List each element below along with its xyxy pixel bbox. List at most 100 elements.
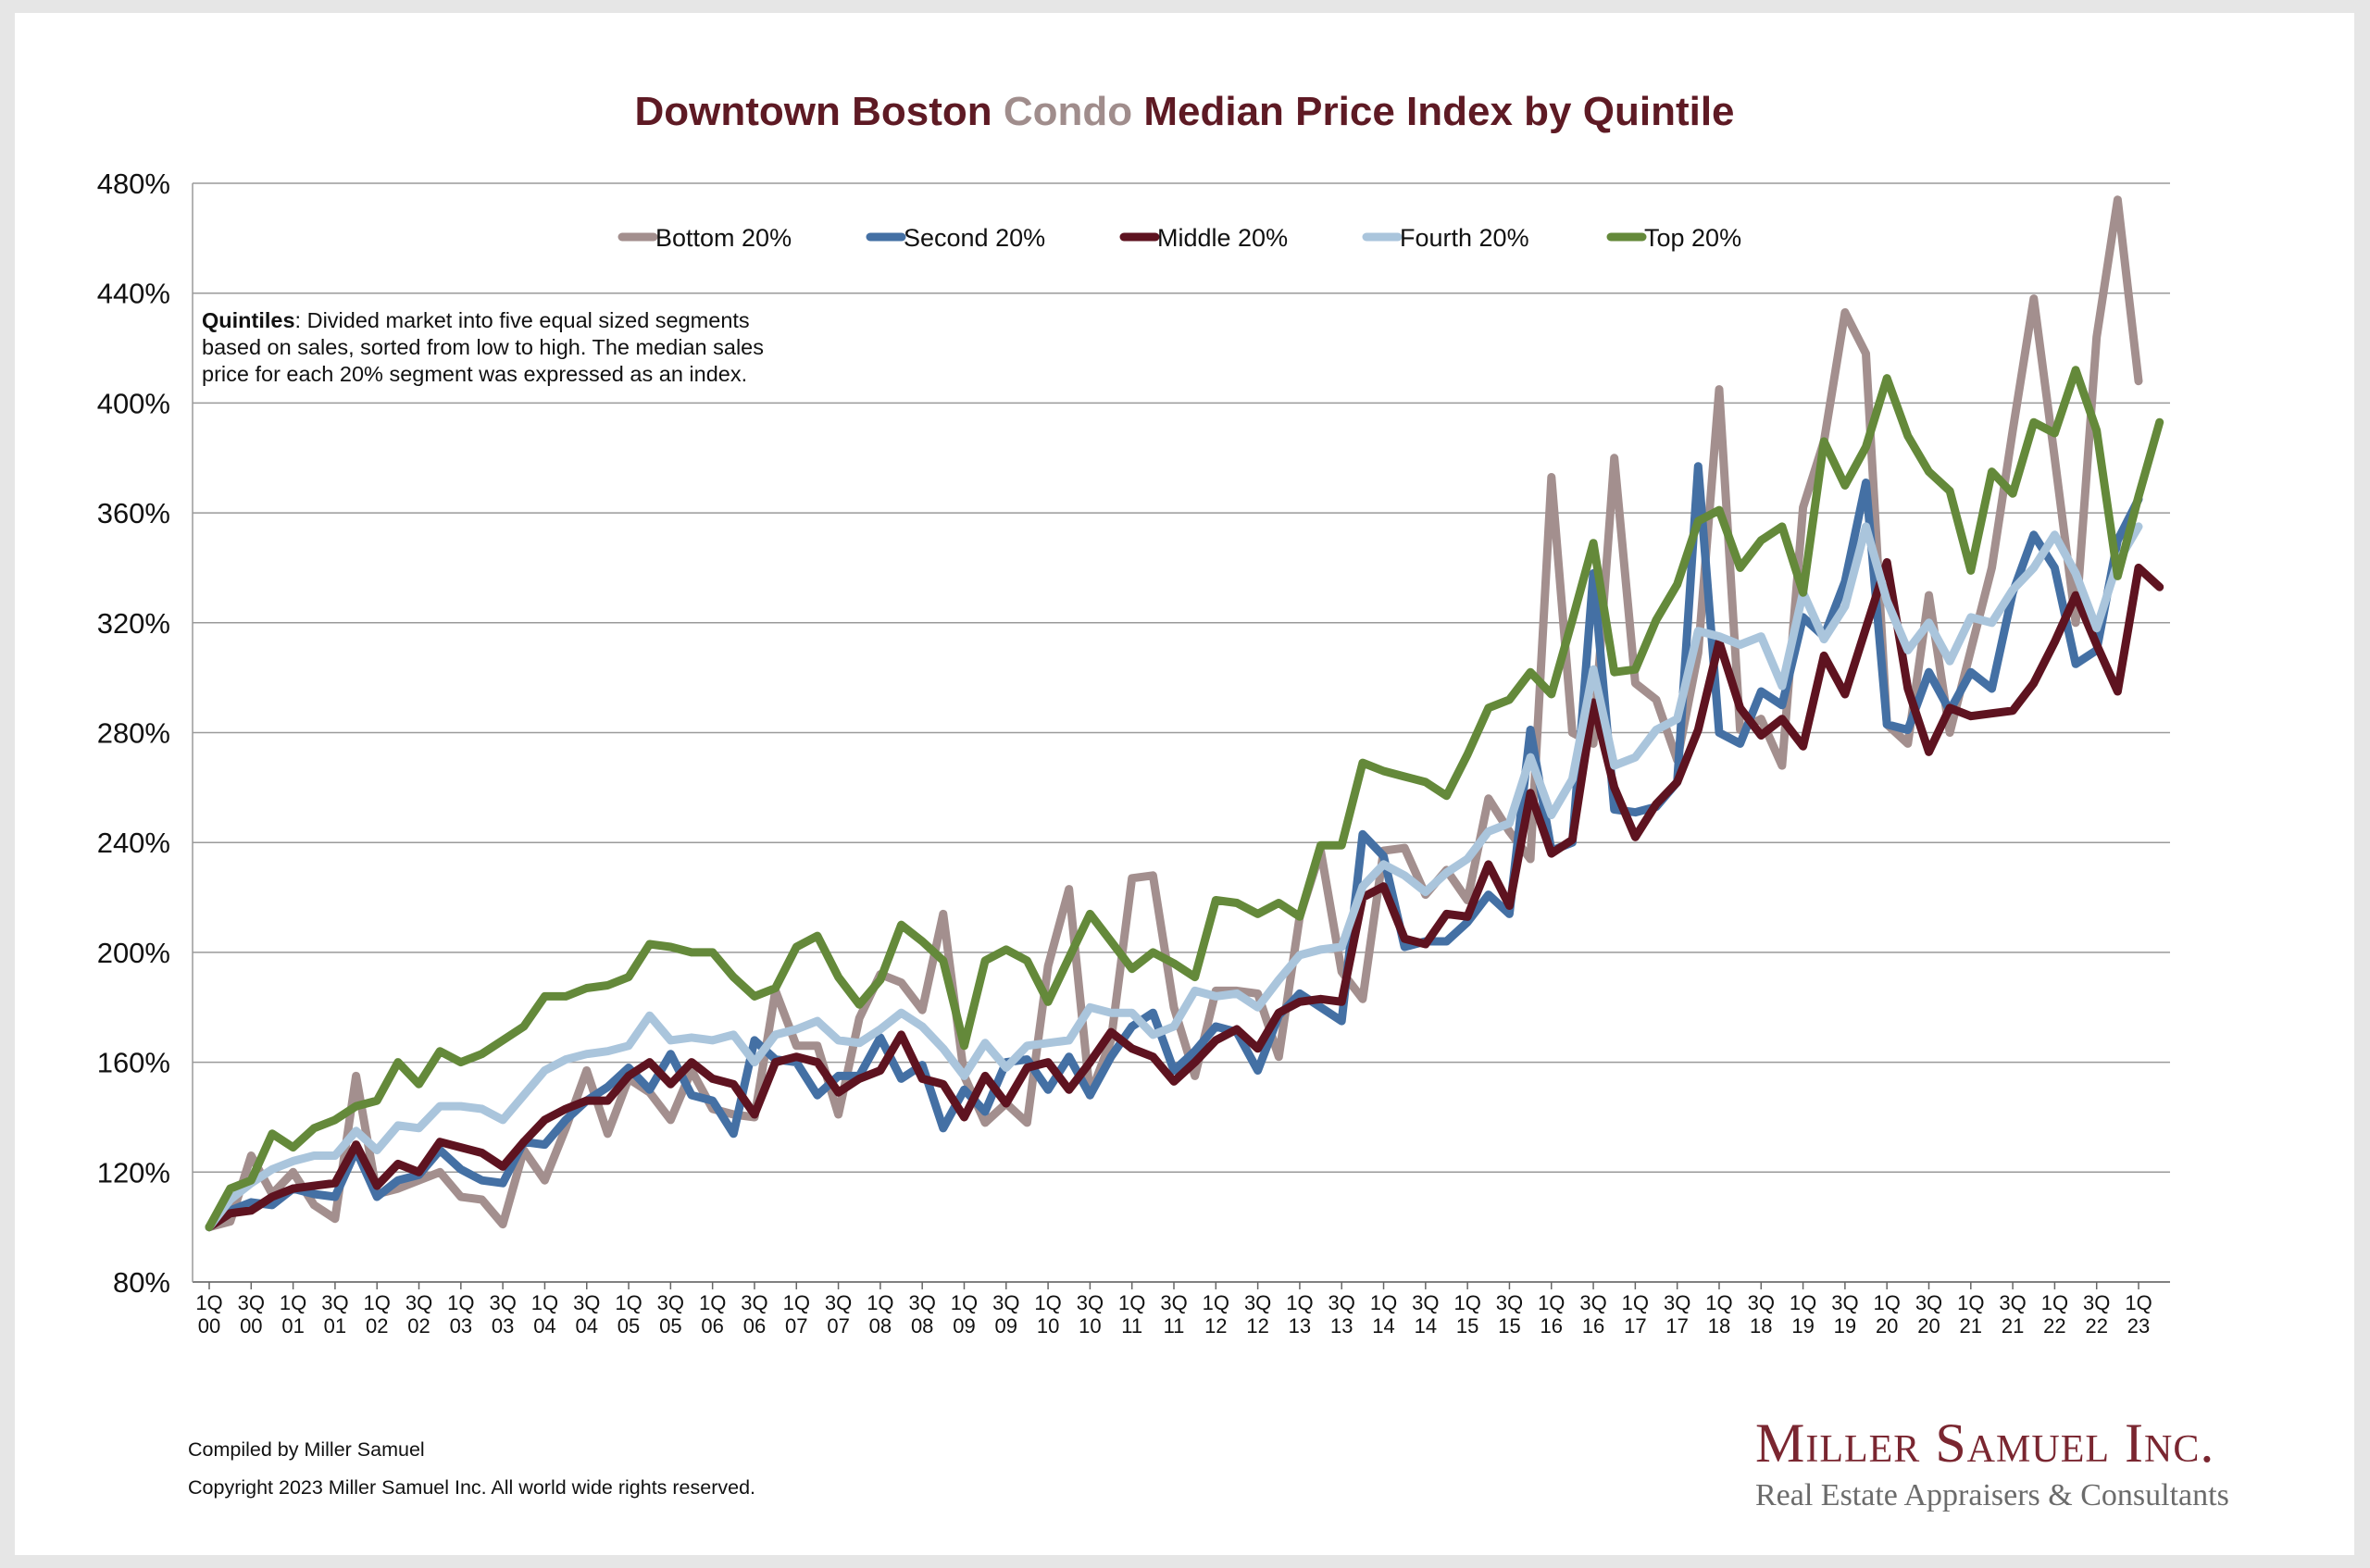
x-tick-label: 1Q xyxy=(280,1291,306,1314)
x-tick-label-year: 13 xyxy=(1289,1314,1311,1338)
x-tick-label-year: 18 xyxy=(1708,1314,1730,1338)
y-tick-label: 400% xyxy=(97,387,170,419)
y-tick-label: 240% xyxy=(97,827,170,859)
x-tick-label: 1Q xyxy=(2125,1291,2152,1314)
x-tick-label-year: 16 xyxy=(1582,1314,1604,1338)
x-tick-label: 3Q xyxy=(489,1291,516,1314)
x-tick-label-year: 03 xyxy=(492,1314,514,1338)
x-tick-label: 1Q xyxy=(1034,1291,1061,1314)
series-line-top-20 xyxy=(205,366,2164,1232)
x-tick-label: 3Q xyxy=(2083,1291,2110,1314)
x-tick-label: 1Q xyxy=(1118,1291,1145,1314)
legend-label: Middle 20% xyxy=(1157,224,1288,252)
x-tick-label: 3Q xyxy=(573,1291,600,1314)
x-tick-label: 3Q xyxy=(909,1291,936,1314)
x-tick-label-year: 14 xyxy=(1415,1314,1437,1338)
note-text: : Divided market into five equal sized s… xyxy=(202,308,764,386)
x-tick-label: 3Q xyxy=(825,1291,852,1314)
x-tick-label-year: 09 xyxy=(995,1314,1017,1338)
x-tick-label-year: 21 xyxy=(1960,1314,1982,1338)
x-tick-label: 3Q xyxy=(405,1291,432,1314)
x-tick-label-year: 16 xyxy=(1540,1314,1563,1338)
x-tick-label: 1Q xyxy=(1705,1291,1732,1314)
x-tick-label: 3Q xyxy=(1244,1291,1271,1314)
x-tick-label: 1Q xyxy=(1538,1291,1565,1314)
x-tick-label-year: 05 xyxy=(659,1314,681,1338)
x-tick-label-year: 23 xyxy=(2127,1314,2150,1338)
x-tick-label: 3Q xyxy=(1077,1291,1104,1314)
x-tick-label: 1Q xyxy=(783,1291,810,1314)
x-tick-label-year: 11 xyxy=(1164,1314,1185,1338)
logo-name: Miller Samuel Inc. xyxy=(1755,1412,2215,1474)
title-part-2: Condo xyxy=(1003,89,1133,134)
x-tick-label: 1Q xyxy=(2041,1291,2068,1314)
x-tick-label: 3Q xyxy=(1915,1291,1942,1314)
x-tick-label-year: 00 xyxy=(240,1314,262,1338)
x-tick-label: 3Q xyxy=(1579,1291,1606,1314)
x-tick-label-year: 01 xyxy=(281,1314,304,1338)
chart-frame: Downtown Boston Condo Median Price Index… xyxy=(15,13,2354,1555)
x-tick-label-year: 04 xyxy=(576,1314,598,1338)
x-tick-label: 3Q xyxy=(1160,1291,1187,1314)
x-tick-label: 1Q xyxy=(1453,1291,1480,1314)
x-tick-label: 1Q xyxy=(867,1291,893,1314)
x-tick-label: 1Q xyxy=(195,1291,222,1314)
x-tick-label: 1Q xyxy=(951,1291,978,1314)
y-tick-label: 280% xyxy=(97,717,170,750)
y-tick-label: 80% xyxy=(113,1266,170,1299)
x-tick-label-year: 10 xyxy=(1079,1314,1101,1338)
copyright: Copyright 2023 Miller Samuel Inc. All wo… xyxy=(188,1476,756,1499)
x-tick-label: 3Q xyxy=(1328,1291,1355,1314)
x-tick-label: 3Q xyxy=(1412,1291,1439,1314)
x-tick-label: 1Q xyxy=(447,1291,474,1314)
x-tick-label: 1Q xyxy=(531,1291,558,1314)
x-tick-label: 3Q xyxy=(1831,1291,1858,1314)
x-tick-label: 1Q xyxy=(1957,1291,1984,1314)
x-tick-label: 3Q xyxy=(992,1291,1019,1314)
x-tick-label: 1Q xyxy=(1790,1291,1816,1314)
x-tick-label: 1Q xyxy=(1286,1291,1313,1314)
x-tick-label: 1Q xyxy=(364,1291,391,1314)
x-tick-label-year: 02 xyxy=(407,1314,430,1338)
x-tick-label: 3Q xyxy=(1664,1291,1690,1314)
x-tick-label-year: 21 xyxy=(2002,1314,2024,1338)
y-tick-label: 320% xyxy=(97,607,170,640)
x-tick-label-year: 12 xyxy=(1246,1314,1268,1338)
title-part-1: Downtown Boston xyxy=(634,89,1004,134)
series-line-fourth-20 xyxy=(205,522,2143,1232)
x-tick-label-year: 22 xyxy=(2085,1314,2107,1338)
x-tick-label-year: 15 xyxy=(1498,1314,1520,1338)
series-line-middle-20 xyxy=(205,558,2164,1232)
x-tick-label-year: 07 xyxy=(785,1314,807,1338)
legend-label: Top 20% xyxy=(1644,224,1741,252)
x-tick-label-year: 17 xyxy=(1624,1314,1646,1338)
x-tick-label-year: 15 xyxy=(1456,1314,1478,1338)
x-tick-label: 3Q xyxy=(741,1291,767,1314)
x-tick-label: 1Q xyxy=(1874,1291,1901,1314)
line-chart: 80% 120% 160% 200% 240% 280% 320% 360% 400% 440% 4… xyxy=(97,168,2170,1338)
x-tick-label-year: 11 xyxy=(1121,1314,1142,1338)
y-tick-label: 360% xyxy=(97,497,170,529)
x-tick-label: 1Q xyxy=(699,1291,726,1314)
x-tick-label: 3Q xyxy=(657,1291,684,1314)
x-tick-label-year: 07 xyxy=(827,1314,849,1338)
x-tick-label-year: 09 xyxy=(953,1314,975,1338)
x-tick-label-year: 01 xyxy=(324,1314,346,1338)
logo-tagline: Real Estate Appraisers & Consultants xyxy=(1755,1478,2229,1512)
y-tick-label: 160% xyxy=(97,1047,170,1079)
x-tick-label-year: 19 xyxy=(1791,1314,1814,1338)
x-tick-label: 3Q xyxy=(1999,1291,2026,1314)
x-tick-label-year: 08 xyxy=(911,1314,933,1338)
x-tick-label-year: 18 xyxy=(1750,1314,1772,1338)
x-tick-label-year: 14 xyxy=(1372,1314,1394,1338)
x-tick-label: 1Q xyxy=(1622,1291,1649,1314)
x-tick-label: 3Q xyxy=(1748,1291,1775,1314)
x-tick-label-year: 22 xyxy=(2043,1314,2065,1338)
x-tick-label-year: 10 xyxy=(1037,1314,1059,1338)
company-logo: Miller Samuel Inc. Real Estate Appraiser… xyxy=(1755,1412,2274,1514)
x-tick-label-year: 08 xyxy=(869,1314,892,1338)
y-tick-label: 200% xyxy=(97,937,170,969)
x-tick-label-year: 19 xyxy=(1834,1314,1856,1338)
y-tick-label: 480% xyxy=(97,168,170,200)
legend-label: Fourth 20% xyxy=(1400,224,1529,252)
